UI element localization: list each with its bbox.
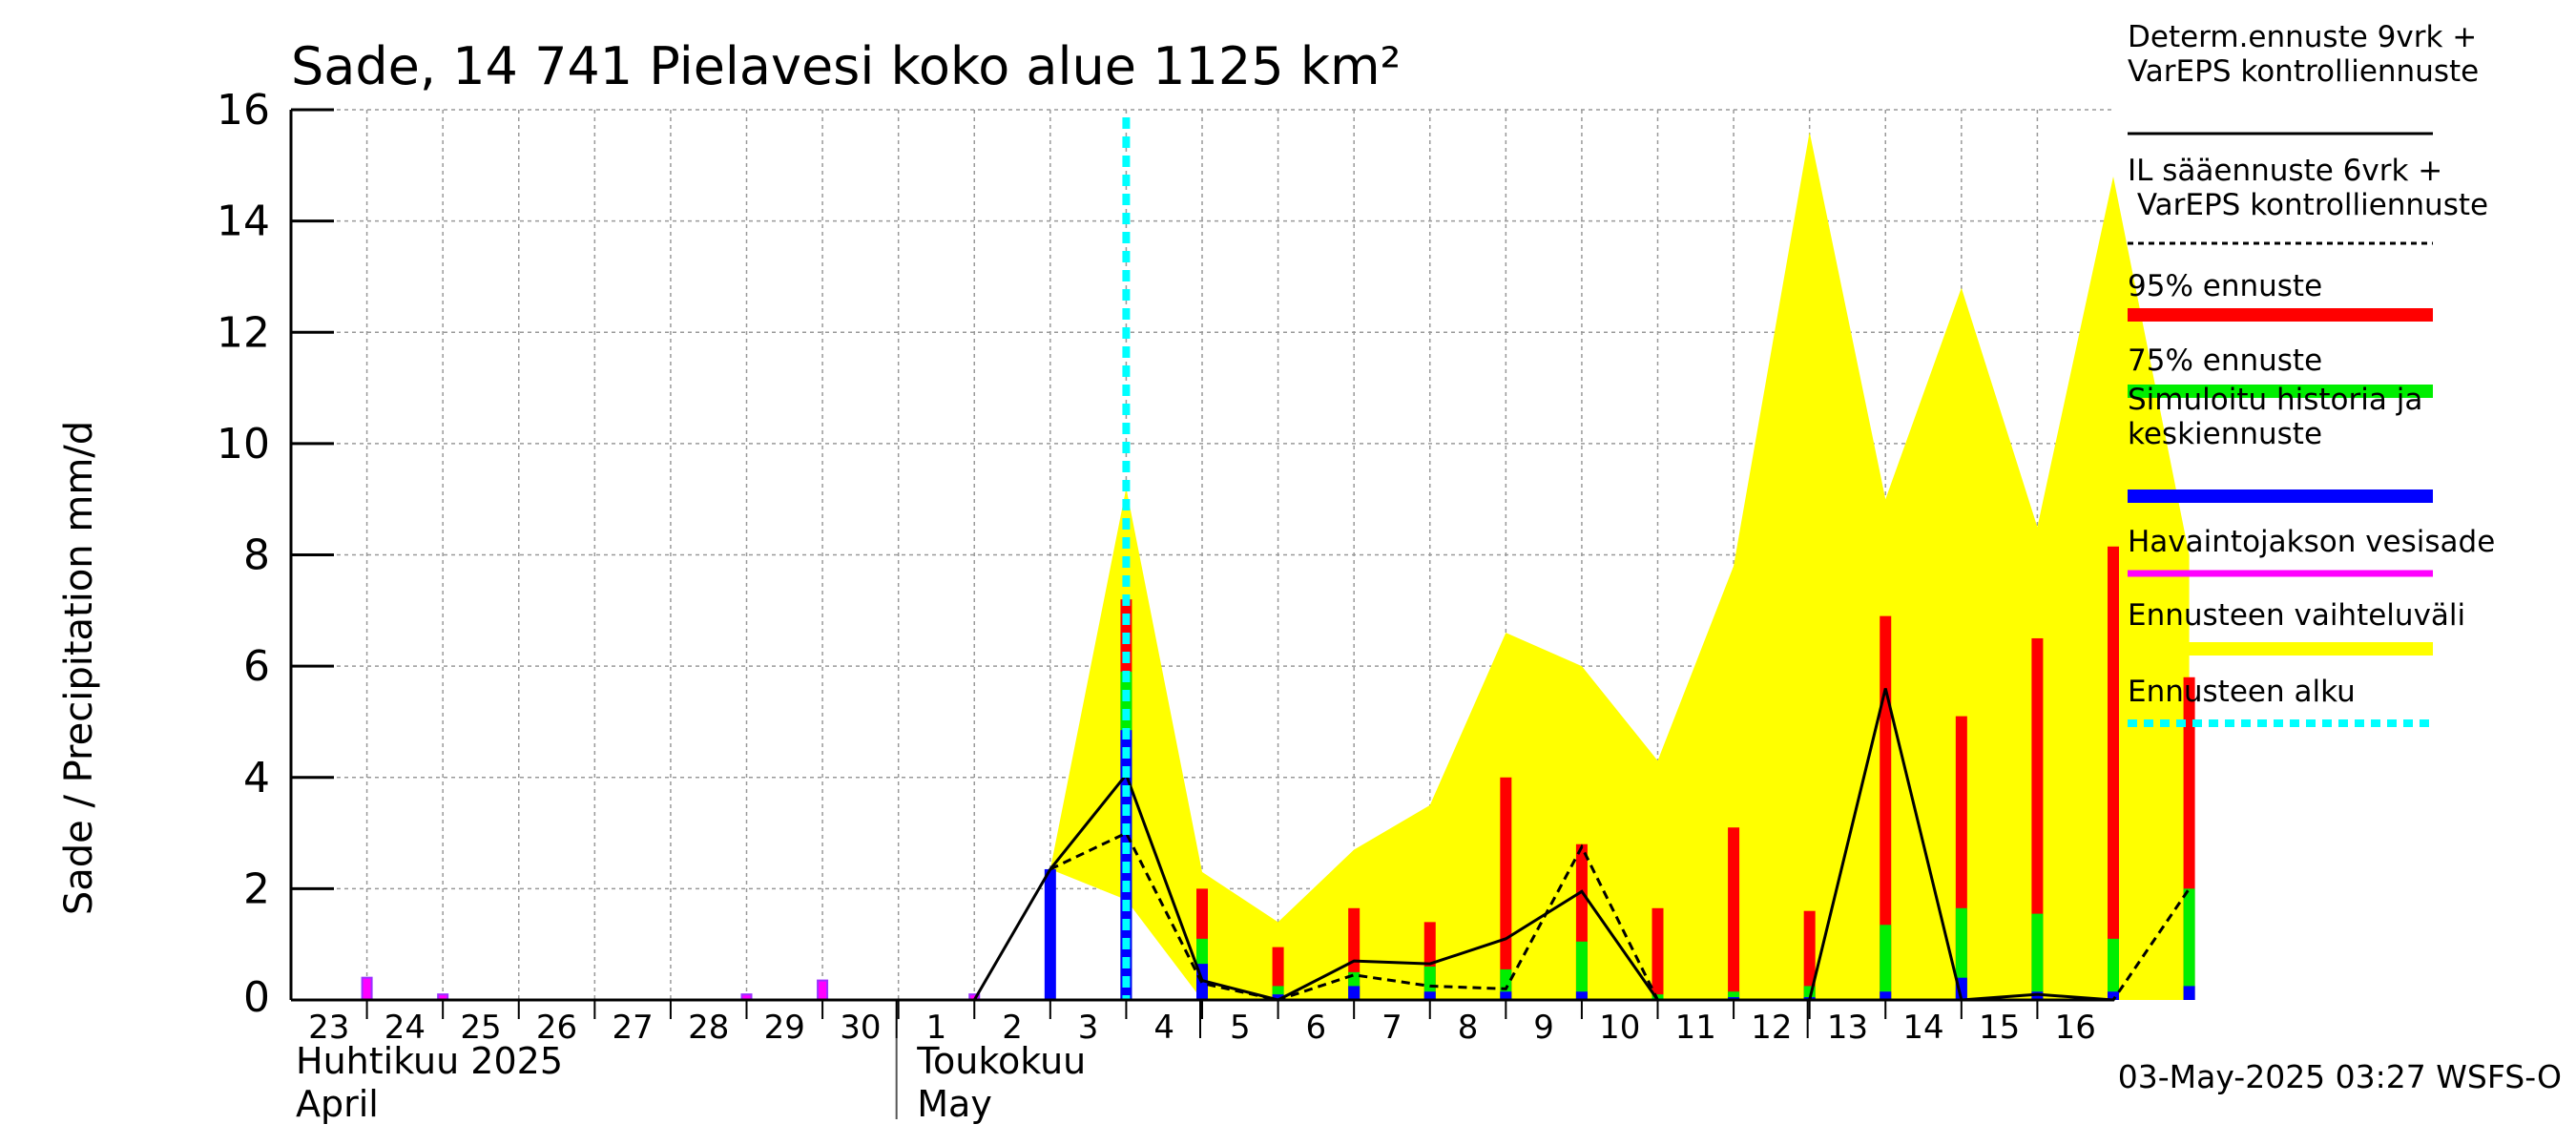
x-tick-label: 8 bbox=[1458, 1009, 1479, 1047]
legend-label: 75% ennuste bbox=[2128, 344, 2322, 378]
observed-precip-bar bbox=[817, 979, 829, 1001]
y-tick-label: 16 bbox=[217, 86, 270, 135]
bar-median bbox=[1044, 868, 1056, 1000]
x-tick-label: 14 bbox=[1902, 1009, 1943, 1047]
x-tick-label: 25 bbox=[460, 1009, 501, 1047]
x-tick-label: 29 bbox=[764, 1009, 805, 1047]
bar-95-percent bbox=[1880, 615, 1892, 1000]
x-tick-label: 6 bbox=[1306, 1009, 1327, 1047]
y-tick-label: 6 bbox=[243, 642, 270, 691]
forecast-range-band bbox=[1049, 132, 2190, 1000]
x-tick-label: 7 bbox=[1381, 1009, 1402, 1047]
bar-95-percent bbox=[1803, 910, 1816, 1000]
bar-75-percent bbox=[2108, 938, 2119, 1000]
bar-95-percent bbox=[2108, 546, 2119, 1000]
footer-timestamp: 03-May-2025 03:27 WSFS-O bbox=[2118, 1058, 2562, 1095]
x-tick-label: 9 bbox=[1533, 1009, 1554, 1047]
x-tick-label: 4 bbox=[1153, 1009, 1174, 1047]
legend-label: Simuloitu historia ja keskiennuste bbox=[2128, 383, 2422, 451]
bar-median bbox=[1423, 991, 1436, 1000]
x-tick-label: 11 bbox=[1675, 1009, 1716, 1047]
y-tick-label: 8 bbox=[243, 531, 270, 580]
x-tick-label: 2 bbox=[1002, 1009, 1023, 1047]
bar-median bbox=[1500, 991, 1512, 1000]
x-tick-label: 12 bbox=[1751, 1009, 1792, 1047]
bar-75-percent bbox=[2031, 913, 2044, 1000]
bar-75-percent bbox=[1880, 925, 1892, 1000]
month-label: Huhtikuu 2025 bbox=[296, 1040, 563, 1082]
y-tick-label: 2 bbox=[243, 864, 270, 913]
observed-precip-bar bbox=[361, 976, 373, 1002]
chart-title: Sade, 14 741 Pielavesi koko alue 1125 km… bbox=[291, 36, 1401, 96]
y-tick-label: 14 bbox=[217, 198, 270, 246]
bar-median bbox=[1348, 986, 1361, 1000]
bar-75-percent bbox=[1955, 907, 1967, 1000]
month-label: Toukokuu bbox=[916, 1040, 1086, 1082]
bar-median bbox=[1272, 994, 1284, 1000]
bar-75-percent bbox=[1728, 991, 1740, 1000]
x-tick-label: 3 bbox=[1078, 1009, 1099, 1047]
x-tick-label: 13 bbox=[1827, 1009, 1868, 1047]
legend-label: Havaintojakson vesisade bbox=[2128, 525, 2495, 559]
bar-75-percent bbox=[1575, 941, 1588, 1000]
bar-95-percent bbox=[1652, 907, 1664, 1000]
bar-median bbox=[1575, 991, 1588, 1000]
x-tick-label: 16 bbox=[2055, 1009, 2096, 1047]
x-tick-label: 5 bbox=[1230, 1009, 1251, 1047]
legend-label: 95% ennuste bbox=[2128, 269, 2322, 303]
bar-95-percent bbox=[1728, 827, 1740, 1000]
legend-label: Determ.ennuste 9vrk + VarEPS kontrollienn… bbox=[2128, 20, 2479, 89]
y-tick-label: 12 bbox=[217, 308, 270, 357]
x-tick-label: 10 bbox=[1599, 1009, 1640, 1047]
y-tick-label: 0 bbox=[243, 973, 270, 1022]
bar-75-percent bbox=[2183, 888, 2195, 1000]
x-tick-label: 1 bbox=[926, 1009, 947, 1047]
y-tick-label: 4 bbox=[243, 754, 270, 802]
legend-label: Ennusteen vaihteluväli bbox=[2128, 598, 2465, 633]
bar-95-percent bbox=[1500, 777, 1512, 1000]
bar-median bbox=[2108, 991, 2119, 1000]
bar-median bbox=[1880, 991, 1892, 1000]
bar-95-percent bbox=[2031, 637, 2044, 1000]
legend-label: IL sääennuste 6vrk + VarEPS kontrollienn… bbox=[2128, 154, 2488, 222]
x-tick-label: 27 bbox=[612, 1009, 653, 1047]
x-tick-label: 24 bbox=[384, 1009, 426, 1047]
bar-median bbox=[2183, 986, 2195, 1000]
x-tick-label: 30 bbox=[840, 1009, 881, 1047]
x-tick-label: 28 bbox=[688, 1009, 729, 1047]
y-tick-label: 10 bbox=[217, 420, 270, 468]
month-label: May bbox=[917, 1083, 992, 1125]
month-label: April bbox=[296, 1083, 379, 1125]
legend-label: Ennusteen alku bbox=[2128, 675, 2356, 709]
legend: Determ.ennuste 9vrk + VarEPS kontrollienn… bbox=[2128, 20, 2495, 727]
x-tick-label: 23 bbox=[308, 1009, 349, 1047]
x-tick-label: 26 bbox=[536, 1009, 577, 1047]
x-tick-label: 15 bbox=[1979, 1009, 2020, 1047]
y-axis-label: Sade / Precipitation mm/d bbox=[57, 421, 101, 915]
